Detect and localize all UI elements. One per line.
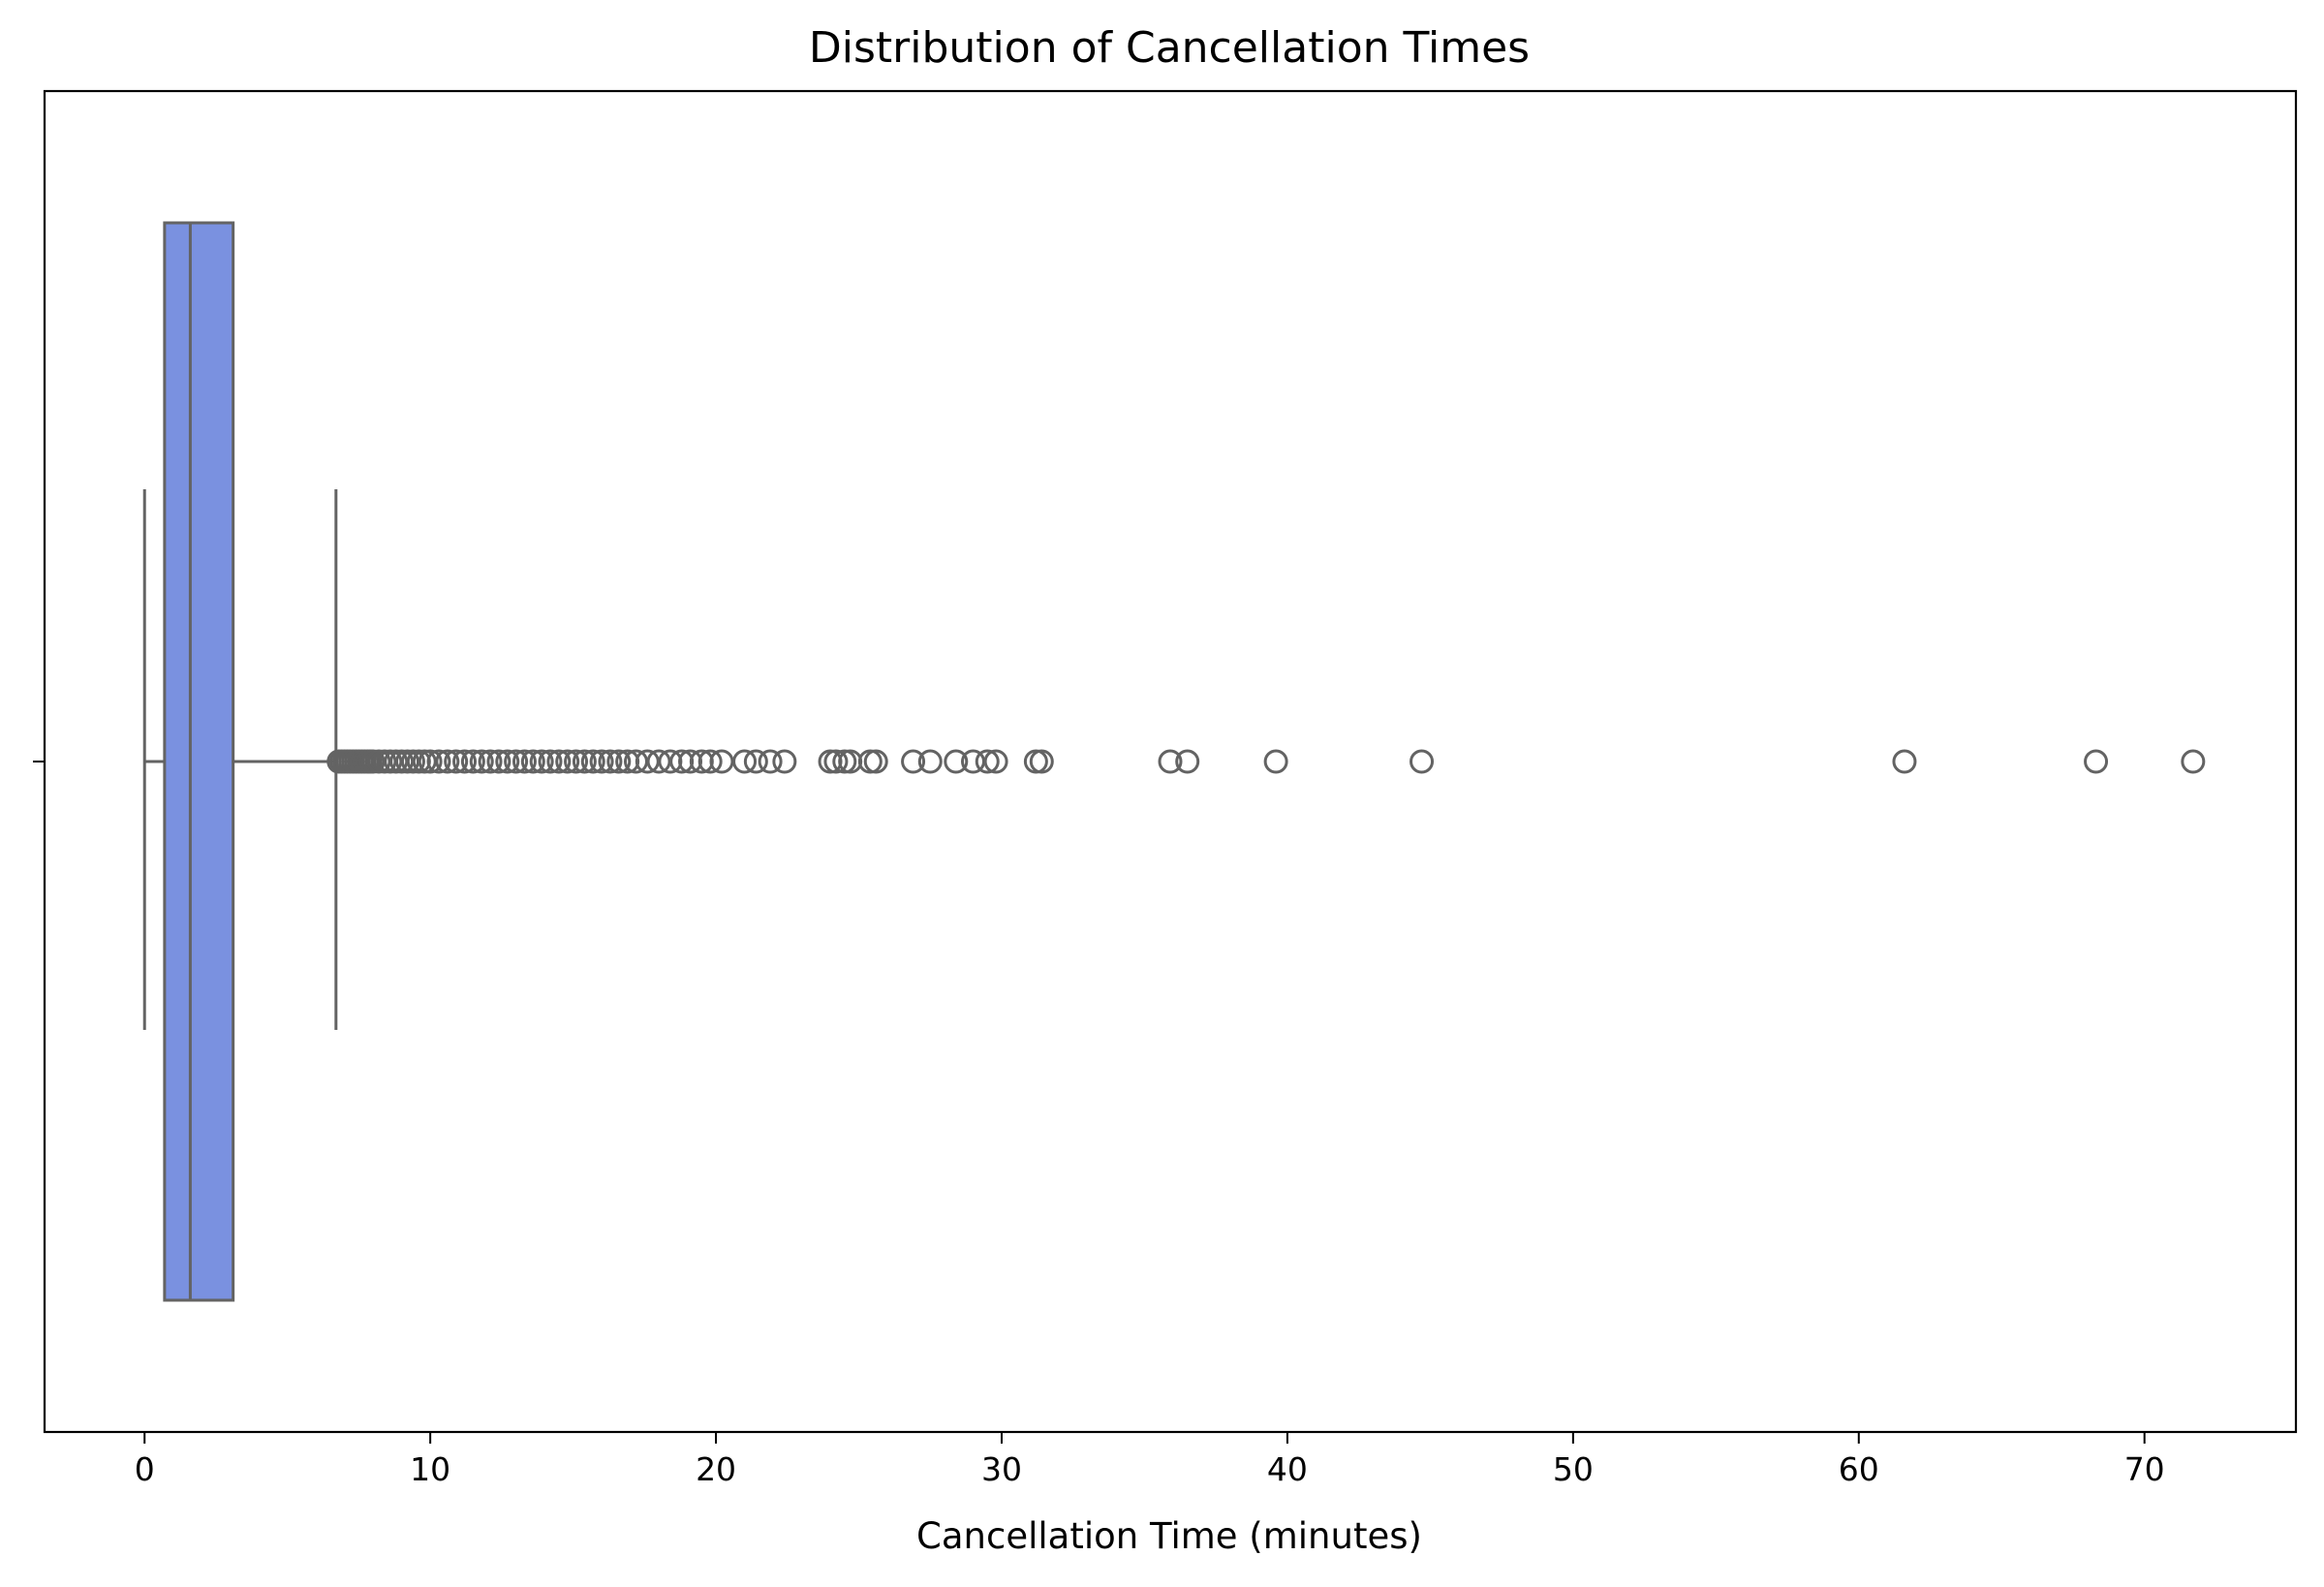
- outlier-point: [426, 749, 451, 774]
- outlier-point: [444, 749, 469, 774]
- outlier-point: [469, 749, 494, 774]
- x-tick-label: 10: [410, 1450, 450, 1488]
- outlier-point: [1158, 749, 1183, 774]
- x-tick-label: 40: [1267, 1450, 1308, 1488]
- plot-area: [142, 221, 2206, 1302]
- outlier-point: [546, 749, 572, 774]
- outlier-point: [743, 749, 768, 774]
- outlier-point: [495, 749, 520, 774]
- outlier-point: [823, 749, 849, 774]
- outlier-point: [529, 749, 554, 774]
- outlier-point: [418, 749, 443, 774]
- outlier-point: [1892, 749, 1917, 774]
- outlier-point: [478, 749, 503, 774]
- outlier-point: [975, 749, 1000, 774]
- outlier-point: [580, 749, 605, 774]
- outlier-point: [758, 749, 783, 774]
- outlier-point: [555, 749, 580, 774]
- outlier-point: [732, 749, 758, 774]
- x-tick-label: 70: [2124, 1450, 2165, 1488]
- outlier-point: [1029, 749, 1054, 774]
- outlier-point: [564, 749, 589, 774]
- outlier-point: [863, 749, 888, 774]
- outlier-point: [961, 749, 986, 774]
- outlier-point: [598, 749, 623, 774]
- iqr-box: [163, 221, 235, 1302]
- outlier-point: [538, 749, 563, 774]
- outlier-point: [646, 749, 671, 774]
- outlier-point: [2084, 749, 2109, 774]
- x-axis-label: Cancellation Time (minutes): [916, 1515, 1422, 1557]
- outlier-point: [944, 749, 969, 774]
- x-tick-label: 20: [696, 1450, 736, 1488]
- x-tick-label: 0: [135, 1450, 155, 1488]
- outlier-point: [697, 749, 723, 774]
- x-tick-label: 60: [1839, 1450, 1879, 1488]
- outlier-point: [2181, 749, 2206, 774]
- outlier-point: [635, 749, 660, 774]
- outlier-point: [435, 749, 460, 774]
- outlier-point: [486, 749, 511, 774]
- outlier-point: [452, 749, 478, 774]
- outlier-point: [460, 749, 485, 774]
- outlier-point: [983, 749, 1008, 774]
- outlier-point: [901, 749, 926, 774]
- outlier-point: [623, 749, 648, 774]
- outlier-point: [589, 749, 614, 774]
- outlier-point: [709, 749, 734, 774]
- x-tick-label: 30: [981, 1450, 1022, 1488]
- outlier-point: [504, 749, 529, 774]
- outlier-point: [520, 749, 545, 774]
- x-tick-label: 50: [1553, 1450, 1594, 1488]
- outlier-point: [772, 749, 797, 774]
- outlier-point: [572, 749, 597, 774]
- outlier-point: [1410, 749, 1435, 774]
- outlier-point: [606, 749, 632, 774]
- outlier-point: [1263, 749, 1288, 774]
- outlier-point: [1175, 749, 1200, 774]
- outlier-point: [511, 749, 537, 774]
- outlier-point: [917, 749, 943, 774]
- x-axis-ticks: 0 10 20 30 40 50 60 70: [135, 1432, 2165, 1488]
- chart-title: Distribution of Cancellation Times: [809, 23, 1530, 73]
